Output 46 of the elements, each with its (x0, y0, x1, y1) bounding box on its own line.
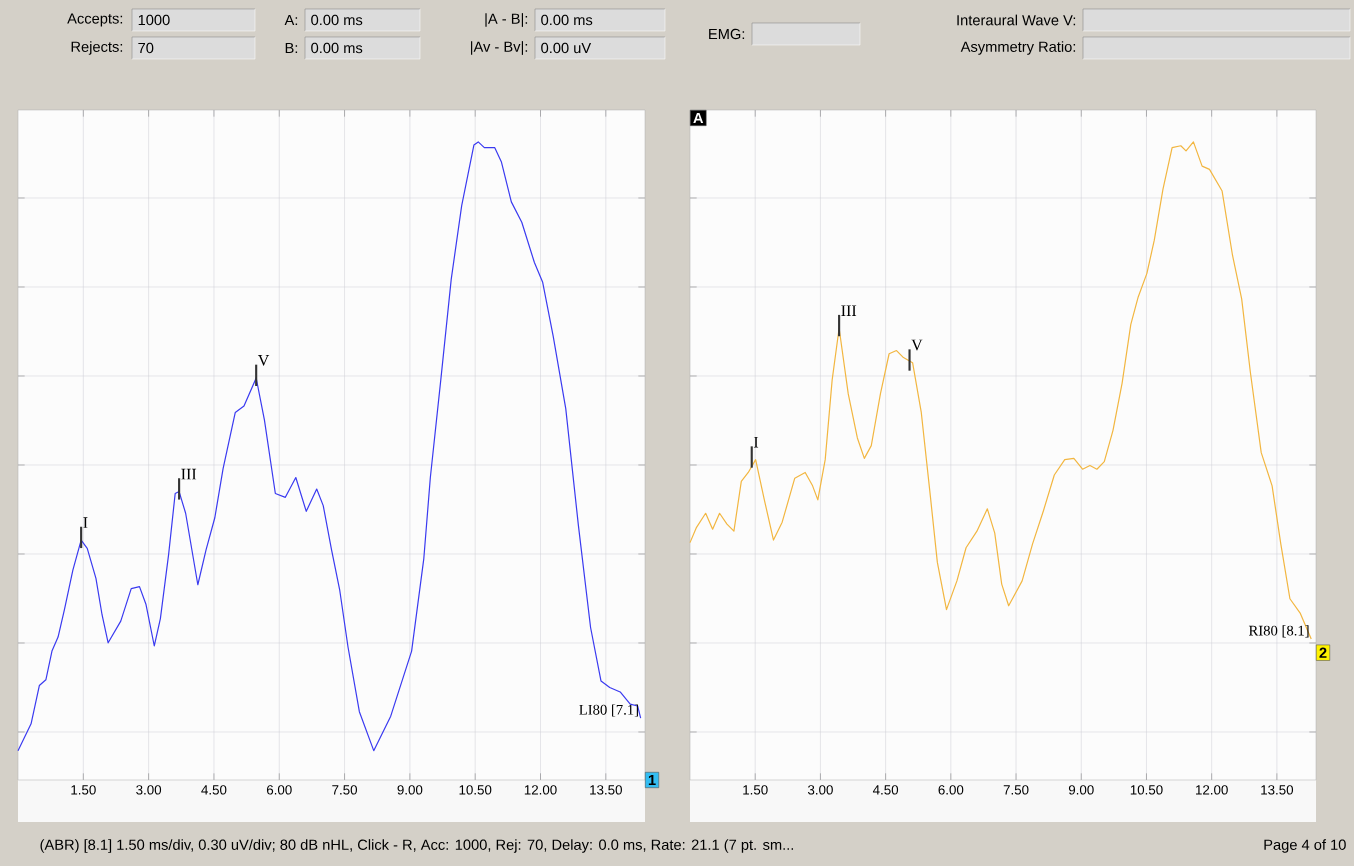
text: Interaural Wave V: (957, 14, 1076, 26)
x-tick-label: 6.00 (266, 785, 292, 795)
text: 1000 (138, 14, 170, 26)
text: A (693, 112, 704, 124)
x-tick-label: 1.50 (743, 785, 768, 795)
annotation: I (753, 436, 759, 448)
text: |A - B|: (485, 13, 528, 27)
x-tick-label: 9.00 (397, 785, 423, 795)
x-tick-label: 7.50 (1003, 785, 1029, 795)
x-tick-label: 4.50 (201, 785, 227, 795)
x-tick-label: 1.50 (71, 785, 96, 795)
x-tick-label: 3.00 (136, 785, 162, 795)
annotation: I (83, 517, 88, 528)
annotation: V (911, 339, 923, 351)
text: A: (284, 14, 298, 26)
text: 2 (1319, 647, 1327, 658)
text: 70 (138, 42, 154, 54)
text: B: (285, 42, 298, 54)
x-tick-label: 12.00 (1196, 785, 1228, 795)
series-label: RI80 [8.1] (1248, 625, 1309, 638)
text: Asymmetry Ratio: (960, 41, 1076, 55)
text: 1 (648, 774, 656, 786)
annotation: III (181, 468, 197, 480)
text: Accepts: (67, 13, 123, 27)
x-tick-label: 13.50 (590, 785, 622, 795)
text: 0.00 ms (311, 14, 363, 26)
text: Page 4 of 10 (1264, 839, 1346, 853)
x-tick-label: 12.00 (524, 785, 557, 795)
x-tick-label: 7.50 (332, 785, 358, 795)
text: 0.00 ms (541, 14, 593, 26)
x-tick-label: 13.50 (1261, 785, 1294, 795)
text: |Av - Bv|: (471, 41, 528, 55)
series-label: LI80 [7.1] (579, 704, 638, 717)
text: EMG: (709, 28, 745, 40)
text: 0.00 ms (311, 42, 363, 54)
x-tick-label: 10.50 (1130, 785, 1163, 795)
text: Rejects: (71, 41, 123, 55)
x-tick-label: 6.00 (938, 785, 964, 795)
x-tick-label: 3.00 (807, 785, 833, 795)
text: 0.00 uV (541, 42, 592, 54)
x-tick-label: 10.50 (459, 785, 492, 795)
annotation: III (841, 305, 857, 316)
annotation: V (257, 355, 270, 366)
x-tick-label: 9.00 (1068, 785, 1094, 795)
text: (ABR) [8.1] 1.50 ms/div, 0.30 uV/div; 80 dB nHL, Click - R, Acc: 1000, Rej: 70, Delay: 0.0 ms, Rate: 21.1 (7 pt. sm... (40, 839, 794, 853)
x-tick-label: 4.50 (872, 785, 899, 795)
